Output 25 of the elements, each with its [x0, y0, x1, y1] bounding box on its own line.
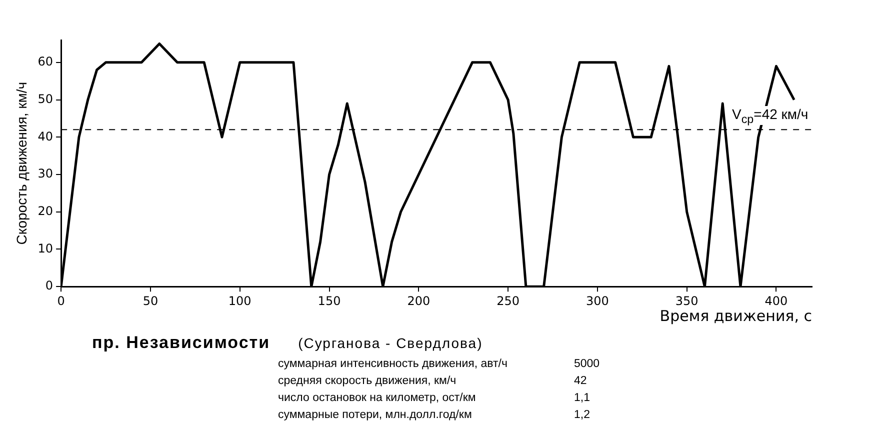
x-tick-label: 300 — [586, 294, 609, 308]
y-tick-label: 50 — [38, 92, 54, 106]
text: средняя скорость движения, км/ч 42 — [278, 375, 587, 387]
text: число остановок на километр, ост/км 1,1 — [278, 392, 590, 404]
y-tick-label: 60 — [38, 54, 54, 69]
x-axis-title: Время движения, с — [660, 306, 812, 325]
y-tick-label: 10 — [38, 241, 54, 256]
x-tick-label: 150 — [318, 294, 341, 308]
text: суммарная интенсивность движения, авт/ч 5000 — [278, 358, 600, 370]
x-tick-label: 400 — [764, 294, 788, 308]
x-tick-label: 350 — [675, 294, 698, 308]
x-tick-label: 250 — [496, 294, 520, 308]
x-tick-label: 200 — [407, 294, 430, 308]
x-tick-label: 100 — [228, 294, 252, 308]
y-tick-label: 0 — [45, 278, 54, 293]
y-axis-title: Скорость движения, км/ч — [13, 82, 30, 245]
y-tick-label: 30 — [38, 166, 54, 181]
x-tick-label: 0 — [57, 294, 65, 308]
text: пр. Независимости — [92, 333, 270, 352]
y-tick-label: 20 — [38, 204, 54, 218]
y-tick-label: 40 — [38, 129, 54, 144]
text: суммарные потери, млн.долл.год/км 1,2 — [278, 409, 590, 421]
ref-line-label: V$_{ср}$=42 км/ч — [732, 106, 808, 126]
x-tick-label: 50 — [142, 294, 158, 308]
text: (Сурганова - Свердлова) — [298, 335, 483, 351]
